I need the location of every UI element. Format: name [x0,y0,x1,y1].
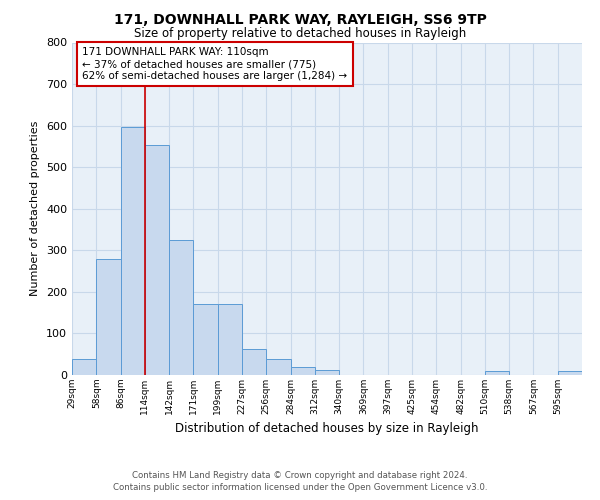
Bar [169,240,193,375]
Bar [266,359,290,375]
Text: 171 DOWNHALL PARK WAY: 110sqm
← 37% of detached houses are smaller (775)
62% of : 171 DOWNHALL PARK WAY: 110sqm ← 37% of d… [82,48,347,80]
Bar [145,145,169,375]
Bar [121,128,145,375]
Text: Contains HM Land Registry data © Crown copyright and database right 2024.
Contai: Contains HM Land Registry data © Crown c… [113,471,487,492]
Text: Size of property relative to detached houses in Rayleigh: Size of property relative to detached ho… [134,28,466,40]
Bar [290,366,315,375]
Bar [218,304,242,375]
Y-axis label: Number of detached properties: Number of detached properties [31,121,40,296]
Bar [193,304,218,375]
Bar [315,370,339,375]
Bar [96,260,121,375]
Bar [72,359,96,375]
Bar [485,371,509,375]
Text: 171, DOWNHALL PARK WAY, RAYLEIGH, SS6 9TP: 171, DOWNHALL PARK WAY, RAYLEIGH, SS6 9T… [113,12,487,26]
Bar [558,371,582,375]
Bar [242,349,266,375]
X-axis label: Distribution of detached houses by size in Rayleigh: Distribution of detached houses by size … [175,422,479,436]
